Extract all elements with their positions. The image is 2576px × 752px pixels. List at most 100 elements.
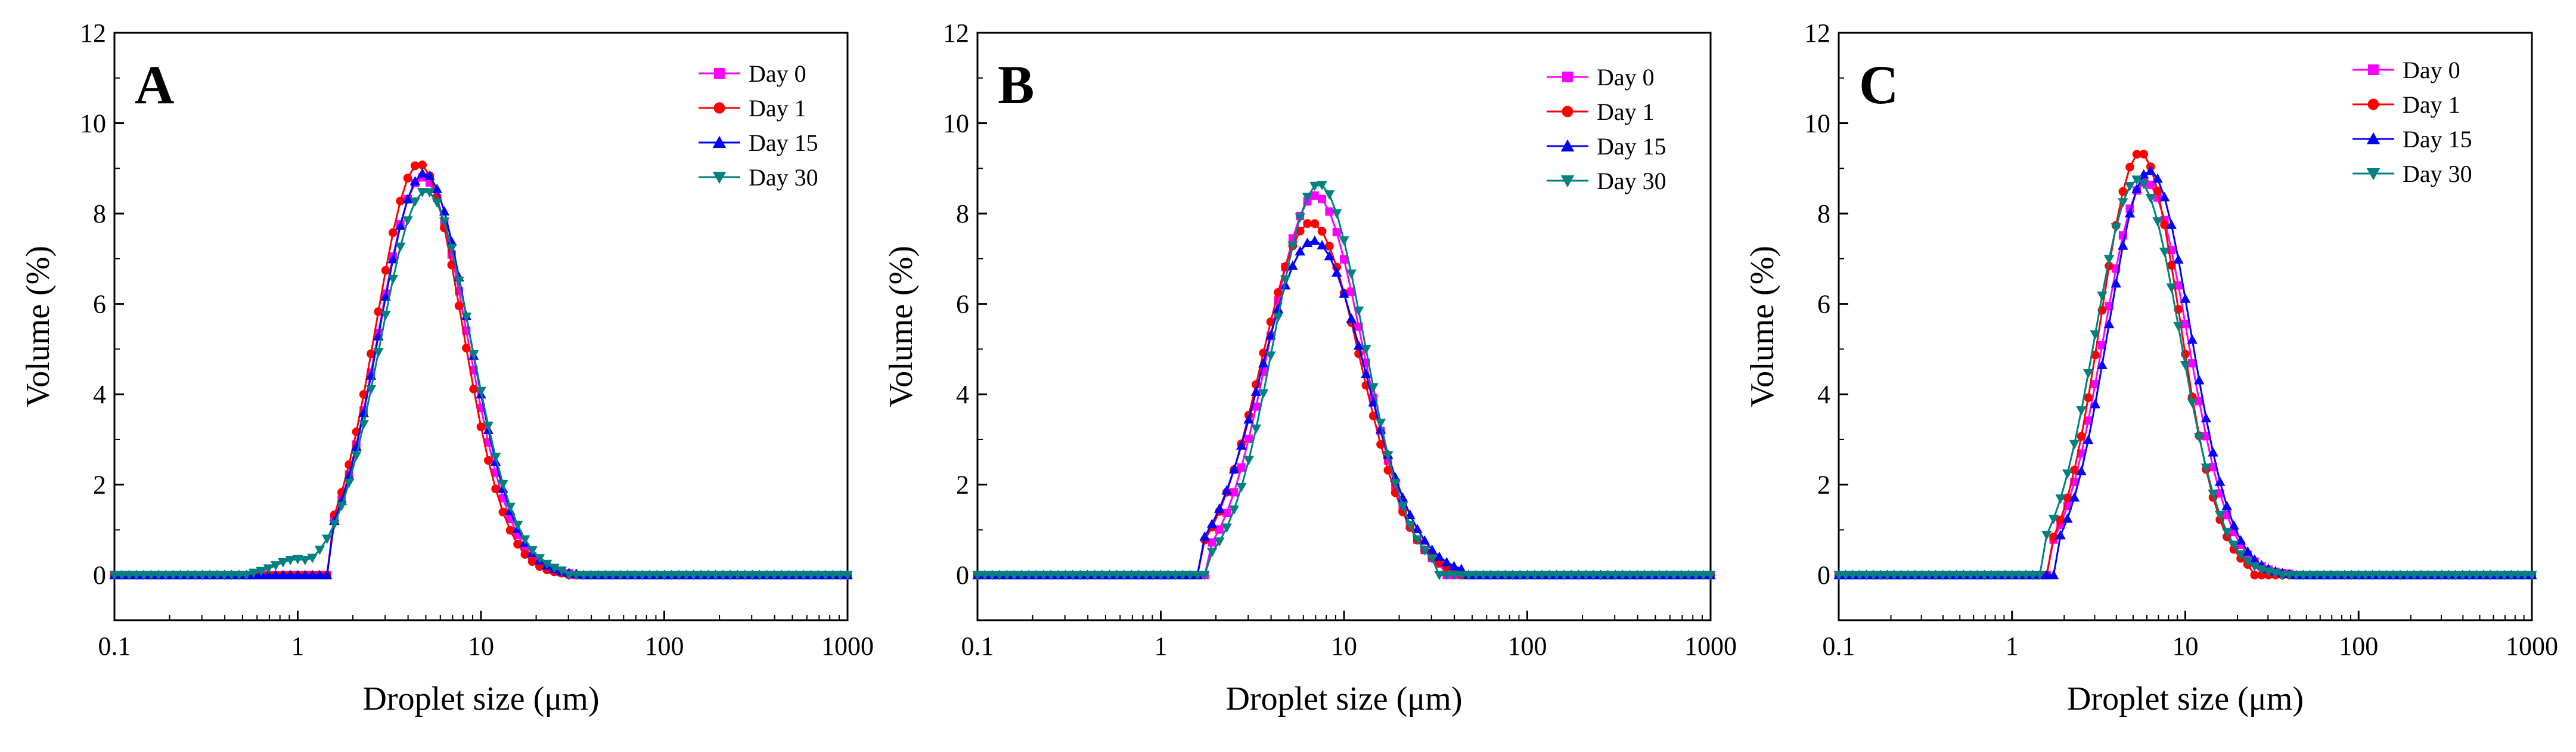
data-point-day-30 (226, 571, 237, 580)
data-point-day-30 (1404, 521, 1416, 531)
data-point-day-0 (2174, 281, 2183, 290)
data-point-day-0 (1310, 191, 1319, 200)
x-tick-label: 1000 (2506, 632, 2558, 661)
legend-marker-day-0 (714, 68, 725, 79)
data-point-day-30 (512, 521, 523, 531)
y-tick-label: 12 (943, 18, 969, 48)
data-point-day-15 (2076, 466, 2087, 476)
data-point-day-15 (1412, 524, 1423, 534)
data-point-day-30 (1522, 571, 1533, 580)
legend-marker-day-15 (2366, 132, 2381, 144)
data-point-day-1 (2084, 393, 2093, 403)
data-point-day-15 (2118, 240, 2128, 250)
data-point-day-15 (395, 220, 406, 230)
legend-label: Day 15 (1597, 133, 1666, 160)
data-point-day-30 (307, 553, 318, 564)
data-point-day-15 (2242, 546, 2253, 556)
data-point-day-0 (2202, 432, 2211, 441)
data-point-day-30 (1833, 571, 1844, 580)
data-point-day-30 (2311, 571, 2323, 580)
data-point-day-30 (1910, 571, 1920, 580)
data-point-day-30 (1690, 571, 1702, 580)
data-point-day-30 (1368, 383, 1379, 393)
data-point-day-30 (834, 571, 846, 580)
data-point-day-0 (1222, 509, 1231, 518)
data-point-day-30 (1045, 571, 1056, 580)
data-point-day-30 (1265, 351, 1276, 361)
data-point-day-30 (505, 502, 516, 512)
data-point-day-15 (2069, 492, 2080, 502)
data-point-day-30 (1889, 571, 1900, 580)
data-point-day-30 (1280, 275, 1291, 285)
data-point-day-30 (483, 422, 494, 431)
data-point-day-30 (1840, 571, 1851, 580)
data-point-day-30 (2353, 571, 2364, 580)
data-point-day-30 (395, 242, 406, 252)
data-point-day-30 (2409, 571, 2420, 580)
data-point-day-15 (307, 570, 318, 580)
x-tick-label: 10 (468, 632, 494, 661)
data-point-day-1 (2063, 493, 2072, 503)
data-point-day-30 (2367, 571, 2378, 580)
data-point-day-30 (1441, 571, 1452, 580)
data-point-day-30 (791, 571, 802, 580)
data-point-day-30 (197, 571, 208, 580)
data-point-day-15 (2097, 360, 2108, 369)
data-point-day-1 (418, 160, 427, 169)
data-point-day-30 (2319, 571, 2329, 580)
data-point-day-30 (1148, 571, 1159, 580)
data-point-day-30 (2131, 175, 2142, 185)
x-axis-title: Droplet size (μm) (1225, 680, 1462, 717)
data-point-day-15 (1426, 544, 1438, 554)
data-point-day-30 (1979, 571, 1990, 580)
data-point-day-0 (2077, 449, 2086, 458)
data-point-day-1 (389, 228, 398, 237)
data-point-day-15 (343, 471, 355, 481)
data-point-day-30 (637, 571, 648, 580)
data-point-day-1 (1273, 288, 1283, 297)
data-point-day-15 (1273, 304, 1284, 313)
data-point-day-15 (1295, 246, 1305, 256)
data-point-day-30 (109, 571, 120, 580)
data-point-day-30 (571, 571, 582, 580)
plot-frame (113, 32, 849, 621)
legend-label: Day 15 (749, 129, 818, 156)
data-point-day-15 (1228, 464, 1240, 474)
series-line-day-15 (114, 172, 848, 576)
series-day-15 (1833, 165, 2537, 580)
data-point-day-0 (1252, 402, 1261, 411)
data-point-day-30 (2208, 489, 2218, 499)
data-point-day-30 (373, 348, 384, 358)
data-point-day-30 (703, 571, 714, 580)
data-point-day-1 (2070, 465, 2079, 475)
data-point-day-30 (365, 385, 377, 395)
data-point-day-30 (2395, 571, 2406, 580)
data-point-day-1 (374, 307, 383, 316)
x-tick-label: 1 (1154, 632, 1168, 661)
data-point-day-30 (1434, 571, 1445, 580)
data-point-day-0 (2181, 320, 2190, 329)
data-point-day-30 (842, 571, 853, 580)
data-point-day-15 (270, 570, 281, 580)
data-point-day-30 (2325, 571, 2336, 580)
data-point-day-30 (1090, 571, 1100, 580)
data-point-day-30 (696, 571, 706, 580)
data-point-day-30 (2124, 181, 2136, 191)
data-point-day-30 (1875, 571, 1886, 580)
data-point-day-30 (827, 571, 839, 580)
data-point-day-1 (403, 174, 412, 183)
data-point-day-15 (1339, 288, 1349, 298)
data-point-day-30 (1854, 571, 1865, 580)
data-point-day-30 (204, 571, 215, 580)
data-point-day-30 (761, 571, 772, 580)
data-point-day-30 (2284, 571, 2295, 580)
panel-a: 0 2 4 6 8 10 12 0.1 1 10 100 1000 Droplet size (μm) V… (20, 18, 874, 717)
data-point-day-30 (1331, 209, 1342, 219)
data-point-day-30 (754, 571, 765, 580)
data-point-day-30 (2027, 571, 2038, 580)
data-point-day-30 (2173, 321, 2184, 332)
legend-marker-day-1 (2367, 98, 2379, 110)
legend-marker-day-30 (712, 172, 727, 184)
data-point-day-1 (527, 557, 537, 567)
